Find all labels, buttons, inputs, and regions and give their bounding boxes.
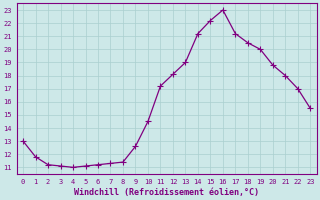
X-axis label: Windchill (Refroidissement éolien,°C): Windchill (Refroidissement éolien,°C) [74, 188, 259, 197]
